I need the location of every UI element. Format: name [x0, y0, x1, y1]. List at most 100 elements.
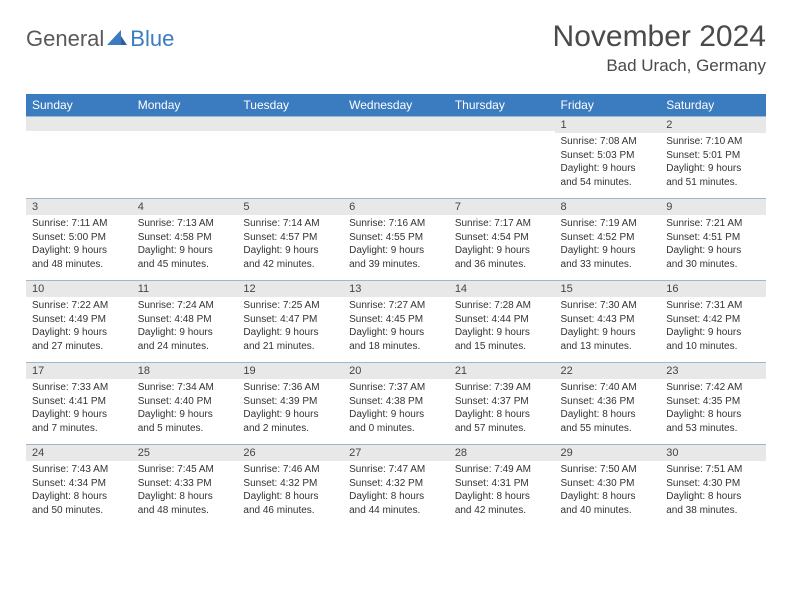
sunrise-line: Sunrise: 7:34 AM: [138, 381, 232, 395]
day-body: Sunrise: 7:21 AMSunset: 4:51 PMDaylight:…: [660, 215, 766, 275]
sunset-line: Sunset: 4:37 PM: [455, 395, 549, 409]
sunrise-line: Sunrise: 7:14 AM: [243, 217, 337, 231]
sunrise-line: Sunrise: 7:39 AM: [455, 381, 549, 395]
daylight-line: Daylight: 8 hours and 46 minutes.: [243, 490, 337, 517]
sunrise-line: Sunrise: 7:50 AM: [561, 463, 655, 477]
calendar-cell: 24Sunrise: 7:43 AMSunset: 4:34 PMDayligh…: [26, 444, 132, 526]
daylight-line: Daylight: 9 hours and 39 minutes.: [349, 244, 443, 271]
day-number: 13: [343, 280, 449, 297]
sunset-line: Sunset: 4:38 PM: [349, 395, 443, 409]
day-number: 25: [132, 444, 238, 461]
day-body: Sunrise: 7:49 AMSunset: 4:31 PMDaylight:…: [449, 461, 555, 521]
calendar-cell: 13Sunrise: 7:27 AMSunset: 4:45 PMDayligh…: [343, 280, 449, 362]
weekday-tuesday: Tuesday: [237, 94, 343, 116]
daylight-line: Daylight: 9 hours and 27 minutes.: [32, 326, 126, 353]
sunrise-line: Sunrise: 7:40 AM: [561, 381, 655, 395]
daylight-line: Daylight: 8 hours and 42 minutes.: [455, 490, 549, 517]
calendar-cell: 16Sunrise: 7:31 AMSunset: 4:42 PMDayligh…: [660, 280, 766, 362]
daylight-line: Daylight: 9 hours and 36 minutes.: [455, 244, 549, 271]
daylight-line: Daylight: 9 hours and 7 minutes.: [32, 408, 126, 435]
day-body: Sunrise: 7:46 AMSunset: 4:32 PMDaylight:…: [237, 461, 343, 521]
calendar-cell: [26, 116, 132, 198]
daylight-line: Daylight: 8 hours and 44 minutes.: [349, 490, 443, 517]
calendar-cell: 1Sunrise: 7:08 AMSunset: 5:03 PMDaylight…: [555, 116, 661, 198]
sunset-line: Sunset: 4:51 PM: [666, 231, 760, 245]
day-body: Sunrise: 7:19 AMSunset: 4:52 PMDaylight:…: [555, 215, 661, 275]
day-body-empty: [449, 131, 555, 191]
day-number: 1: [555, 116, 661, 133]
day-body-empty: [26, 131, 132, 191]
sunset-line: Sunset: 4:34 PM: [32, 477, 126, 491]
day-body: Sunrise: 7:14 AMSunset: 4:57 PMDaylight:…: [237, 215, 343, 275]
day-body: Sunrise: 7:16 AMSunset: 4:55 PMDaylight:…: [343, 215, 449, 275]
title-block: November 2024 Bad Urach, Germany: [553, 20, 766, 76]
sunrise-line: Sunrise: 7:51 AM: [666, 463, 760, 477]
sunrise-line: Sunrise: 7:42 AM: [666, 381, 760, 395]
day-body: Sunrise: 7:40 AMSunset: 4:36 PMDaylight:…: [555, 379, 661, 439]
day-number: 3: [26, 198, 132, 215]
calendar-cell: 22Sunrise: 7:40 AMSunset: 4:36 PMDayligh…: [555, 362, 661, 444]
daylight-line: Daylight: 9 hours and 13 minutes.: [561, 326, 655, 353]
day-body: Sunrise: 7:33 AMSunset: 4:41 PMDaylight:…: [26, 379, 132, 439]
sunset-line: Sunset: 4:36 PM: [561, 395, 655, 409]
day-body-empty: [237, 131, 343, 191]
sunrise-line: Sunrise: 7:27 AM: [349, 299, 443, 313]
sunrise-line: Sunrise: 7:24 AM: [138, 299, 232, 313]
sunrise-line: Sunrise: 7:17 AM: [455, 217, 549, 231]
daylight-line: Daylight: 9 hours and 42 minutes.: [243, 244, 337, 271]
daylight-line: Daylight: 9 hours and 33 minutes.: [561, 244, 655, 271]
day-number: 20: [343, 362, 449, 379]
day-body: Sunrise: 7:27 AMSunset: 4:45 PMDaylight:…: [343, 297, 449, 357]
day-body: Sunrise: 7:22 AMSunset: 4:49 PMDaylight:…: [26, 297, 132, 357]
calendar-cell: 19Sunrise: 7:36 AMSunset: 4:39 PMDayligh…: [237, 362, 343, 444]
sunrise-line: Sunrise: 7:10 AM: [666, 135, 760, 149]
daylight-line: Daylight: 9 hours and 48 minutes.: [32, 244, 126, 271]
calendar-cell: [237, 116, 343, 198]
calendar-cell: [343, 116, 449, 198]
sunset-line: Sunset: 4:31 PM: [455, 477, 549, 491]
sunset-line: Sunset: 4:39 PM: [243, 395, 337, 409]
day-body: Sunrise: 7:43 AMSunset: 4:34 PMDaylight:…: [26, 461, 132, 521]
sunset-line: Sunset: 4:30 PM: [666, 477, 760, 491]
logo: General Blue: [26, 26, 174, 52]
calendar-cell: 20 Sunrise: 7:37 AMSunset: 4:38 PMDayligh…: [343, 362, 449, 444]
calendar-cell: 7Sunrise: 7:17 AMSunset: 4:54 PMDaylight…: [449, 198, 555, 280]
sunrise-line: Sunrise: 7:37 AM: [349, 381, 443, 395]
day-number: 10: [26, 280, 132, 297]
day-number: 22: [555, 362, 661, 379]
calendar-table: SundayMondayTuesdayWednesdayThursdayFrid…: [26, 94, 766, 526]
sunrise-line: Sunrise: 7:36 AM: [243, 381, 337, 395]
day-number: 21: [449, 362, 555, 379]
daylight-line: Daylight: 9 hours and 0 minutes.: [349, 408, 443, 435]
day-body: Sunrise: 7:47 AMSunset: 4:32 PMDaylight:…: [343, 461, 449, 521]
sunset-line: Sunset: 4:49 PM: [32, 313, 126, 327]
day-number: 27: [343, 444, 449, 461]
day-body: Sunrise: 7:42 AMSunset: 4:35 PMDaylight:…: [660, 379, 766, 439]
sunset-line: Sunset: 4:45 PM: [349, 313, 443, 327]
calendar-cell: [449, 116, 555, 198]
day-body: Sunrise: 7:39 AMSunset: 4:37 PMDaylight:…: [449, 379, 555, 439]
sunset-line: Sunset: 5:01 PM: [666, 149, 760, 163]
triangle-icon: [106, 28, 128, 51]
sunset-line: Sunset: 4:47 PM: [243, 313, 337, 327]
daylight-line: Daylight: 8 hours and 57 minutes.: [455, 408, 549, 435]
sunrise-line: Sunrise: 7:46 AM: [243, 463, 337, 477]
day-number: 29: [555, 444, 661, 461]
sunset-line: Sunset: 4:40 PM: [138, 395, 232, 409]
day-number: 28: [449, 444, 555, 461]
daylight-line: Daylight: 9 hours and 24 minutes.: [138, 326, 232, 353]
calendar-cell: 30Sunrise: 7:51 AMSunset: 4:30 PMDayligh…: [660, 444, 766, 526]
day-number-empty: [449, 116, 555, 131]
daylight-line: Daylight: 8 hours and 40 minutes.: [561, 490, 655, 517]
day-number: 15: [555, 280, 661, 297]
sunset-line: Sunset: 4:58 PM: [138, 231, 232, 245]
day-number: 8: [555, 198, 661, 215]
header: General Blue November 2024 Bad Urach, Ge…: [26, 20, 766, 76]
calendar-cell: 23Sunrise: 7:42 AMSunset: 4:35 PMDayligh…: [660, 362, 766, 444]
sunset-line: Sunset: 4:54 PM: [455, 231, 549, 245]
day-number: 12: [237, 280, 343, 297]
day-body: Sunrise: 7:50 AMSunset: 4:30 PMDaylight:…: [555, 461, 661, 521]
calendar-cell: 21Sunrise: 7:39 AMSunset: 4:37 PMDayligh…: [449, 362, 555, 444]
daylight-line: Daylight: 9 hours and 45 minutes.: [138, 244, 232, 271]
sunset-line: Sunset: 4:35 PM: [666, 395, 760, 409]
